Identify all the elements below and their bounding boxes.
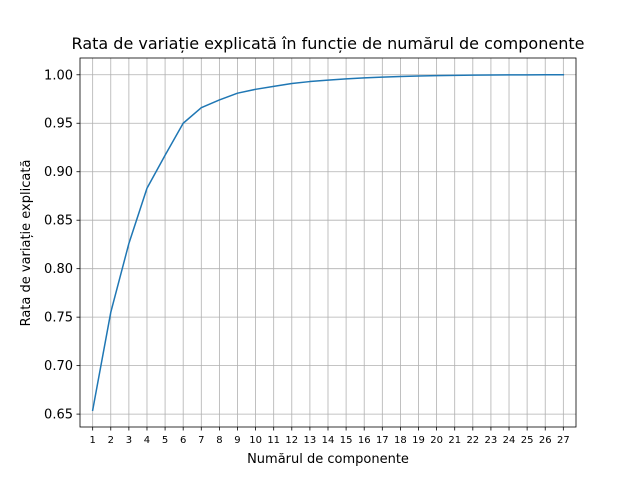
y-tick-label: 0.95: [44, 117, 73, 132]
y-tick-label: 0.90: [44, 165, 73, 180]
y-tick-label: 0.80: [44, 262, 73, 277]
x-tick-label: 17: [376, 435, 389, 446]
x-tick-label: 24: [503, 435, 516, 446]
y-tick-label: 0.85: [44, 214, 73, 229]
x-tick-label: 11: [267, 435, 280, 446]
x-tick-label: 2: [108, 435, 114, 446]
series-layer: [91, 74, 565, 412]
x-tick-label: 5: [162, 435, 168, 446]
x-tick-label: 27: [557, 435, 570, 446]
x-tick-label: 25: [521, 435, 534, 446]
x-axis-label: Numărul de componente: [247, 452, 409, 467]
x-tick-label: 20: [430, 435, 443, 446]
y-tick-label: 0.65: [44, 408, 73, 423]
x-tick-label: 12: [285, 435, 298, 446]
y-tick-label: 1.00: [44, 68, 73, 83]
chart-title: Rata de variație explicată în funcție de…: [72, 34, 585, 53]
y-tick-label: 0.70: [44, 359, 73, 374]
x-tick-label: 26: [539, 435, 552, 446]
y-tick-label: 0.75: [44, 311, 73, 326]
x-tick-label: 22: [466, 435, 479, 446]
x-tick-label: 7: [198, 435, 204, 446]
x-tick-label: 23: [485, 435, 498, 446]
x-tick-label: 1: [89, 435, 95, 446]
x-tick-label: 3: [126, 435, 132, 446]
series-line: [91, 74, 565, 412]
x-tick-label: 6: [180, 435, 186, 446]
y-axis-label: Rata de variație explicată: [19, 160, 34, 327]
x-tick-label: 15: [340, 435, 353, 446]
x-tick-label: 10: [249, 435, 262, 446]
x-tick-label: 16: [358, 435, 371, 446]
tick-marks: [76, 74, 564, 431]
x-tick-label: 4: [144, 435, 150, 446]
x-tick-label: 8: [216, 435, 222, 446]
x-tick-label: 21: [448, 435, 461, 446]
x-tick-label: 9: [234, 435, 240, 446]
x-tick-label: 19: [412, 435, 425, 446]
x-tick-label: 13: [304, 435, 317, 446]
grid-lines: [80, 58, 576, 427]
x-tick-label: 14: [322, 435, 335, 446]
x-tick-label: 18: [394, 435, 407, 446]
